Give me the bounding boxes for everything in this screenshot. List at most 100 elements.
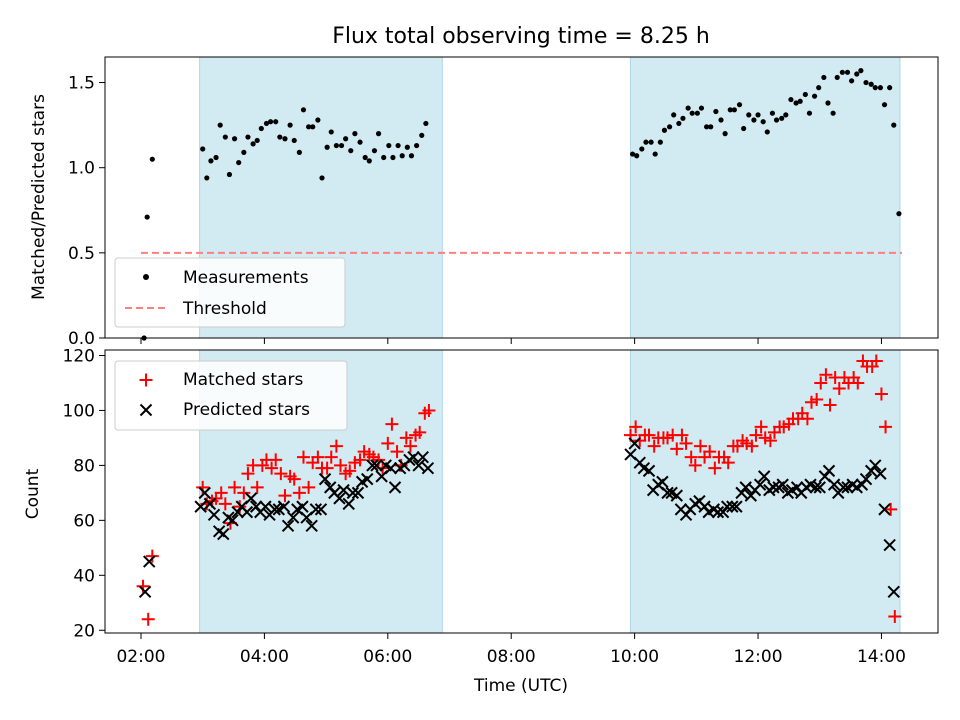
- measurement-point: [689, 110, 695, 116]
- predicted-star-point: [628, 437, 641, 450]
- measurement-point: [250, 141, 256, 147]
- predicted-star-point: [813, 481, 826, 494]
- predicted-star-point: [776, 478, 789, 491]
- measurement-point: [830, 110, 836, 116]
- matched-star-point: [390, 445, 404, 459]
- measurement-point: [713, 108, 719, 115]
- y-tick-label: 40: [73, 566, 95, 586]
- measurement-point: [868, 81, 874, 87]
- matched-star-point: [879, 420, 893, 434]
- matched-star-point: [800, 412, 814, 426]
- legend-matched-label: Matched stars: [183, 370, 303, 390]
- measurement-point: [226, 171, 233, 178]
- predicted-star-point: [309, 503, 323, 516]
- x-tick-label: 02:00: [116, 647, 165, 667]
- ratio-legend-box: [114, 257, 346, 328]
- matched-star-point: [141, 612, 155, 626]
- measurement-point: [362, 154, 368, 161]
- measurement-point: [217, 122, 223, 128]
- matched-star-point: [810, 392, 824, 406]
- matched-star-point: [647, 439, 661, 453]
- measurement-point: [399, 153, 405, 159]
- x-tick-label: 12:00: [734, 647, 783, 667]
- measurement-point: [779, 115, 785, 121]
- matched-star-point: [679, 436, 693, 450]
- x-tick-label: 10:00: [610, 647, 659, 667]
- matched-star-point: [381, 436, 395, 450]
- predicted-star-point: [268, 503, 281, 516]
- predicted-star-point: [720, 500, 734, 513]
- predicted-star-point: [203, 497, 217, 511]
- predicted-star-point: [416, 450, 429, 464]
- matched-star-point: [343, 464, 357, 478]
- measurement-point: [746, 112, 752, 118]
- measurement-point: [736, 102, 743, 108]
- observing-intervals: [199, 56, 901, 339]
- measurement-point: [825, 100, 831, 106]
- measurement-point: [258, 125, 264, 132]
- legend-matched-marker: [139, 373, 153, 387]
- matched-star-point: [688, 458, 702, 472]
- measurement-point: [671, 112, 677, 118]
- matched-star-point: [269, 453, 283, 467]
- x-tick-label: 08:00: [487, 647, 536, 667]
- measurement-point: [872, 85, 878, 91]
- measurement-point: [371, 148, 378, 154]
- observing-interval-band: [630, 56, 901, 339]
- observing-interval-band: [630, 349, 901, 634]
- measurement-point: [834, 74, 840, 81]
- measurement-point: [727, 107, 733, 113]
- measurement-point: [708, 124, 714, 130]
- matched-star-point: [675, 428, 689, 442]
- matched-star-point: [278, 489, 292, 503]
- predicted-star-point: [346, 486, 360, 500]
- matched-star-point: [884, 502, 898, 516]
- ratio-panel-frame: [104, 56, 939, 339]
- x-axis-label: Time (UTC): [473, 676, 568, 696]
- matched-star-point: [228, 480, 242, 494]
- measurement-point: [634, 153, 640, 159]
- measurement-point: [333, 142, 339, 149]
- measurement-point: [241, 149, 247, 155]
- measurement-point: [731, 107, 737, 113]
- matched-star-point: [684, 450, 698, 464]
- measurement-point: [722, 131, 728, 137]
- count-points: [136, 354, 902, 626]
- measurement-point: [267, 119, 274, 125]
- measurement-point: [806, 110, 813, 116]
- matched-star-point: [422, 403, 436, 417]
- measurement-point: [390, 154, 396, 161]
- measurement-point: [802, 91, 808, 98]
- matched-star-point: [214, 486, 228, 500]
- measurement-point: [144, 214, 150, 220]
- matched-star-point: [399, 431, 413, 445]
- measurement-point: [375, 131, 382, 137]
- ratio-y-ticks: 0.0 0.5 1.0 1.5: [68, 74, 105, 349]
- measurement-point: [811, 93, 818, 99]
- measurement-point: [760, 119, 766, 125]
- measurement-point: [273, 119, 279, 125]
- measurement-point: [881, 102, 888, 108]
- predicted-star-point: [869, 459, 882, 472]
- predicted-star-point: [281, 519, 295, 533]
- predicted-star-point: [874, 467, 887, 480]
- measurement-point: [236, 159, 242, 166]
- predicted-star-point: [217, 527, 230, 541]
- predicted-star-point: [198, 486, 211, 500]
- y-tick-label: 20: [73, 621, 95, 641]
- predicted-star-point: [711, 505, 725, 519]
- measurement-point: [200, 146, 206, 152]
- count-y-ticks: 20 40 60 80 100 120: [63, 346, 105, 641]
- predicted-star-point: [827, 478, 841, 491]
- predicted-star-point: [837, 481, 850, 494]
- measurement-point: [648, 139, 654, 145]
- predicted-star-point: [730, 500, 743, 513]
- matched-star-point: [250, 480, 264, 494]
- measurement-point: [419, 132, 425, 138]
- matched-star-point: [274, 467, 288, 481]
- predicted-star-point: [726, 500, 739, 513]
- measurement-point: [797, 98, 803, 104]
- measurement-point: [783, 112, 789, 118]
- matched-star-point: [823, 398, 837, 412]
